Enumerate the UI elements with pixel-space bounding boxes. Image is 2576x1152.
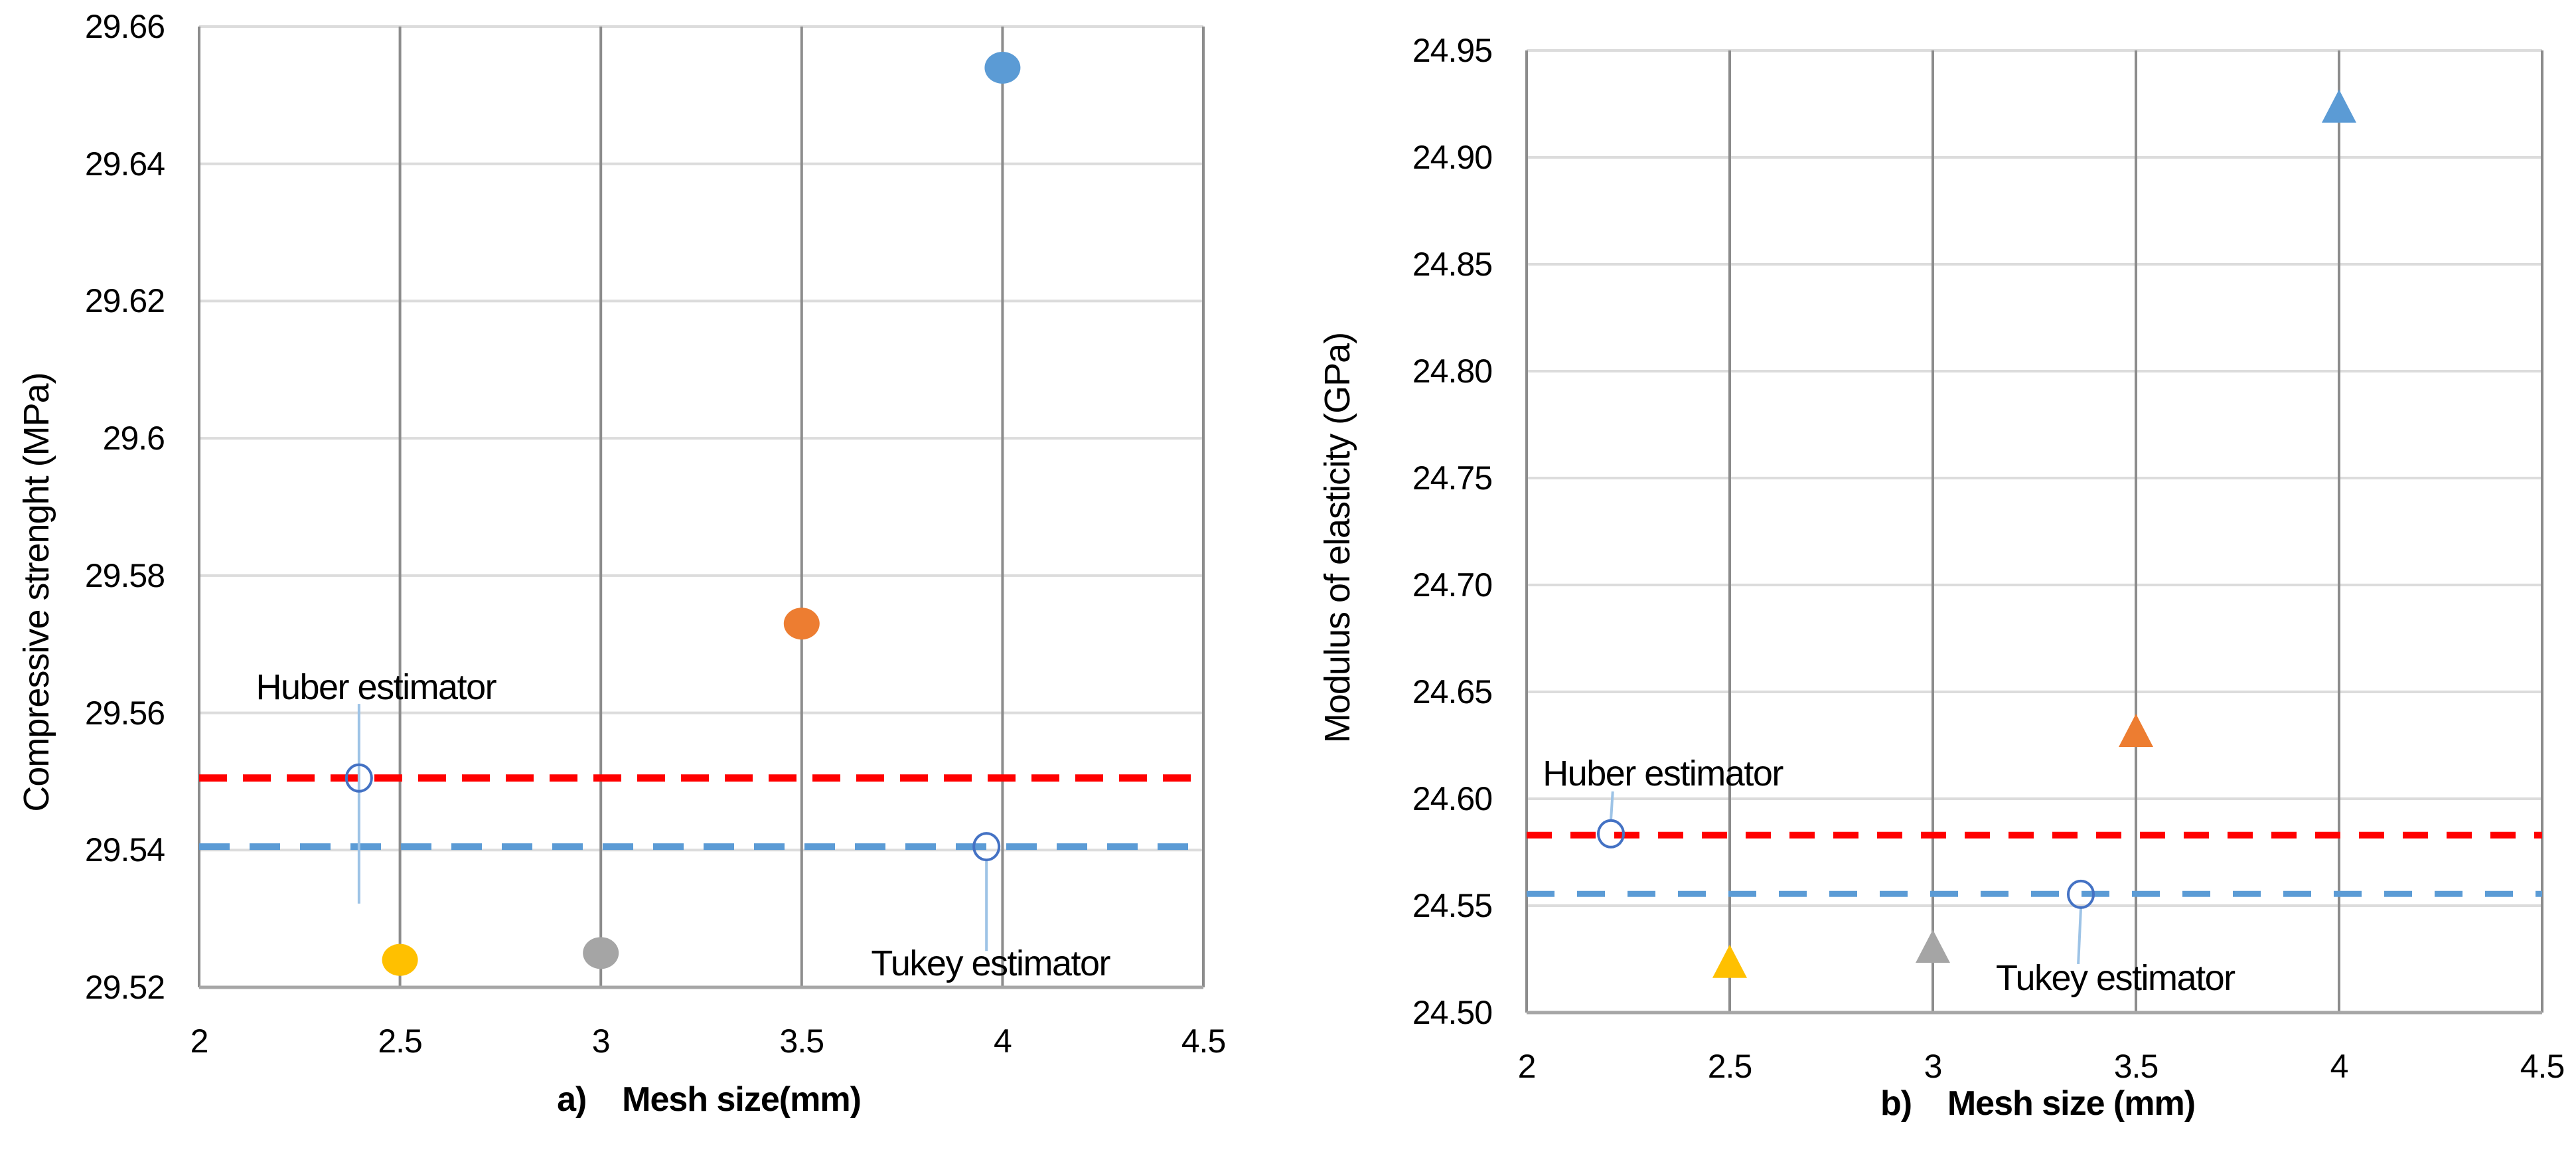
chart-b-annotation-label: Huber estimator	[1543, 754, 1783, 793]
chart-b-annotation-ellipse	[1596, 819, 1625, 849]
chart-a-ytick-label: 29.66	[84, 8, 165, 45]
chart-b-data-point-triangle	[1712, 944, 1747, 978]
chart-a-xtick-label: 2	[190, 1023, 209, 1060]
chart-a-xtick-label: 4.5	[1181, 1023, 1227, 1060]
chart-a-data-point-circle	[583, 937, 619, 969]
chart-b-ytick-label: 24.75	[1412, 459, 1493, 497]
chart-b-ytick-label: 24.70	[1412, 566, 1493, 604]
chart-b-ytick-label: 24.50	[1412, 994, 1493, 1031]
chart-b-ytick-label: 24.85	[1412, 246, 1493, 283]
chart-b-annotation-label: Tukey estimator	[1995, 957, 2235, 998]
chart-a-ytick-label: 29.62	[84, 282, 165, 320]
chart-b-xtick-label: 4.5	[2520, 1048, 2565, 1085]
chart-a-annotation-ellipse	[972, 832, 1001, 862]
chart-a-data-point-circle	[783, 608, 820, 640]
chart-b-ytick-label: 24.90	[1412, 139, 1493, 176]
chart-b-ytick-label: 24.65	[1412, 673, 1493, 710]
chart-a-ytick-label: 29.64	[84, 145, 165, 183]
chart-b-data-point-triangle	[2119, 713, 2153, 747]
chart-a-ytick-label: 29.56	[84, 694, 165, 732]
chart-a-annotation-label: Huber estimator	[256, 667, 496, 708]
chart-b-xtick-label: 4	[2330, 1048, 2349, 1085]
chart-a-ytick-label: 29.52	[84, 969, 165, 1006]
chart-a-xtick-label: 3	[591, 1023, 611, 1060]
chart-b-xtick-label: 3.5	[2113, 1048, 2159, 1085]
chart-b-annotation-leader-line	[2077, 908, 2083, 964]
chart-b-xtick-label: 2	[1517, 1048, 1537, 1085]
chart-b-ytick-label: 24.80	[1412, 353, 1493, 390]
chart-a-xtick-label: 4	[993, 1023, 1012, 1060]
chart-a-ytick-label: 29.58	[84, 556, 165, 594]
chart-a-ytick-label: 29.6	[102, 420, 165, 457]
chart-b-data-point-triangle	[1916, 930, 1950, 963]
chart-b-ytick-label: 24.55	[1412, 887, 1493, 924]
chart-a-x-axis-title: a) Mesh size(mm)	[557, 1080, 862, 1119]
chart-a-annotation-label: Tukey estimator	[871, 943, 1110, 983]
chart-a-data-point-circle	[984, 52, 1021, 84]
chart-a-y-axis-title: Compressive strenght (MPa)	[17, 372, 56, 812]
chart-a-xtick-label: 3.5	[779, 1023, 825, 1060]
chart-b-y-axis-title: Modulus of elasticity (GPa)	[1318, 332, 1357, 744]
chart-b-data-point-triangle	[2322, 89, 2356, 123]
chart-b-x-axis-title: b) Mesh size (mm)	[1880, 1084, 2196, 1123]
chart-b-ytick-label: 24.60	[1412, 780, 1493, 817]
chart-a-annotation-ellipse	[344, 763, 373, 793]
chart-b-xtick-label: 2.5	[1707, 1048, 1753, 1085]
chart-a-data-point-circle	[382, 944, 418, 976]
chart-a-ytick-label: 29.54	[84, 831, 165, 869]
chart-b-xtick-label: 3	[1924, 1048, 1943, 1085]
chart-b-ytick-label: 24.95	[1412, 32, 1493, 69]
chart-b-annotation-leader-line	[1609, 791, 1614, 821]
chart-a-xtick-label: 2.5	[378, 1023, 423, 1060]
chart-b-annotation-ellipse	[2067, 879, 2095, 909]
